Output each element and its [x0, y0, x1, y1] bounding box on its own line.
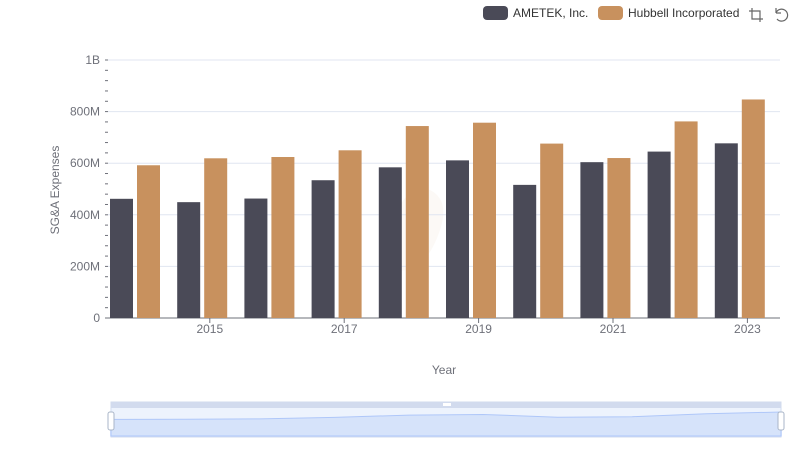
bar-ametek[interactable] — [714, 143, 738, 318]
legend-label: AMETEK, Inc. — [513, 6, 588, 20]
bar-hubbell[interactable] — [137, 165, 160, 318]
bar-ametek[interactable] — [513, 184, 537, 318]
y-axis-title: SG&A Expenses — [48, 146, 62, 235]
x-tick-label: 2017 — [331, 322, 358, 336]
bar-hubbell[interactable] — [204, 158, 228, 318]
legend-item[interactable]: Hubbell Incorporated — [598, 6, 739, 20]
x-tick-label: 2019 — [465, 322, 492, 336]
data-zoom-mover-grip[interactable] — [443, 403, 451, 406]
y-tick-label: 800M — [70, 105, 100, 119]
bar-hubbell[interactable] — [674, 121, 698, 319]
data-zoom-left-handle[interactable] — [107, 411, 115, 431]
y-tick-label: 200M — [70, 259, 100, 273]
bar-ametek[interactable] — [177, 202, 201, 318]
y-tick-label: 400M — [70, 208, 100, 222]
bar-hubbell[interactable] — [473, 122, 496, 318]
y-tick-label: 600M — [70, 156, 100, 170]
zoom-icon[interactable] — [748, 7, 764, 23]
bar-ametek[interactable] — [110, 198, 133, 318]
bar-ametek[interactable] — [446, 160, 469, 318]
data-zoom-right-handle[interactable] — [777, 411, 785, 431]
legend-item[interactable]: AMETEK, Inc. — [483, 6, 588, 20]
bar-hubbell[interactable] — [741, 99, 765, 318]
bar-ametek[interactable] — [580, 162, 604, 318]
legend: AMETEK, Inc. Hubbell Incorporated — [483, 6, 739, 20]
x-tick-label: 2015 — [196, 322, 223, 336]
bar-hubbell[interactable] — [540, 143, 564, 318]
bar-ametek[interactable] — [378, 167, 402, 318]
bar-hubbell[interactable] — [405, 126, 429, 318]
bar-hubbell[interactable] — [271, 157, 295, 318]
x-tick-label: 2021 — [600, 322, 627, 336]
legend-label: Hubbell Incorporated — [628, 6, 739, 20]
bar-hubbell[interactable] — [338, 150, 362, 318]
x-tick-label: 2023 — [734, 322, 761, 336]
x-axis-title: Year — [432, 363, 456, 377]
bar-series — [110, 99, 765, 319]
x-axis: 2015 2017 2019 2021 2023 — [108, 317, 780, 336]
restore-icon[interactable] — [773, 7, 789, 23]
data-zoom-slider[interactable] — [107, 401, 785, 438]
y-axis: 0 200M 400M 600M 800M 1B — [70, 53, 108, 325]
bar-ametek[interactable] — [244, 198, 268, 318]
y-tick-label: 1B — [85, 53, 100, 67]
legend-swatch — [483, 6, 508, 20]
y-tick-label: 0 — [93, 311, 100, 325]
legend-swatch — [598, 6, 623, 20]
bar-hubbell[interactable] — [607, 158, 631, 318]
bar-ametek[interactable] — [311, 180, 335, 318]
bar-ametek[interactable] — [647, 151, 671, 318]
